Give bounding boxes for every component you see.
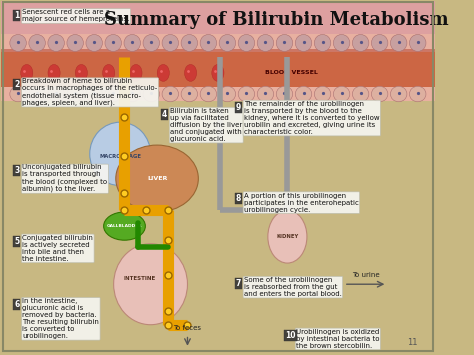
Text: Summary of Bilirubin Metabolism: Summary of Bilirubin Metabolism <box>104 11 449 28</box>
Ellipse shape <box>124 86 140 102</box>
Text: 10: 10 <box>285 331 296 340</box>
Text: 1: 1 <box>14 11 19 20</box>
Ellipse shape <box>10 86 27 102</box>
Text: 8: 8 <box>236 195 241 203</box>
Text: 2: 2 <box>14 80 19 89</box>
Ellipse shape <box>21 65 33 81</box>
Ellipse shape <box>219 86 236 102</box>
Text: Urobilinogen is oxidized
by intestinal bacteria to
the brown stercobilin.: Urobilinogen is oxidized by intestinal b… <box>296 329 380 349</box>
Ellipse shape <box>372 34 388 51</box>
Text: 7: 7 <box>236 279 241 288</box>
Ellipse shape <box>238 34 255 51</box>
Ellipse shape <box>48 34 64 51</box>
Ellipse shape <box>295 86 312 102</box>
Ellipse shape <box>48 65 60 81</box>
Ellipse shape <box>257 34 273 51</box>
Ellipse shape <box>116 145 198 212</box>
Text: KIDNEY: KIDNEY <box>276 234 299 239</box>
FancyBboxPatch shape <box>0 87 435 101</box>
Text: To urine: To urine <box>352 272 379 278</box>
Ellipse shape <box>130 65 142 81</box>
Ellipse shape <box>268 210 307 263</box>
Ellipse shape <box>10 34 27 51</box>
Text: Senescent red cells are a
major source of hemeproteins.: Senescent red cells are a major source o… <box>22 10 130 22</box>
Ellipse shape <box>67 86 83 102</box>
Ellipse shape <box>143 34 160 51</box>
Ellipse shape <box>410 34 426 51</box>
Ellipse shape <box>67 34 83 51</box>
Text: 9: 9 <box>236 103 241 112</box>
Ellipse shape <box>181 34 198 51</box>
Text: 4: 4 <box>162 110 167 119</box>
FancyBboxPatch shape <box>235 45 435 99</box>
Ellipse shape <box>276 34 293 51</box>
Ellipse shape <box>314 34 331 51</box>
FancyBboxPatch shape <box>0 45 235 99</box>
Text: To feces: To feces <box>173 325 201 331</box>
Text: 11: 11 <box>407 338 418 346</box>
Ellipse shape <box>200 34 217 51</box>
FancyBboxPatch shape <box>0 34 435 52</box>
Ellipse shape <box>314 86 331 102</box>
Ellipse shape <box>295 34 312 51</box>
Ellipse shape <box>104 212 146 240</box>
FancyBboxPatch shape <box>0 49 435 52</box>
Text: A portion of this urobilinogen
participates in the enterohepatic
urobilinogen cy: A portion of this urobilinogen participa… <box>244 193 359 213</box>
Ellipse shape <box>29 86 46 102</box>
Text: Some of the urobilinogen
is reabsorbed from the gut
and enters the portal blood.: Some of the urobilinogen is reabsorbed f… <box>244 277 342 297</box>
Ellipse shape <box>391 34 407 51</box>
Ellipse shape <box>276 86 293 102</box>
Text: Breakdown of heme to bilirubin
occurs in macrophages of the reticulo-
endothelia: Breakdown of heme to bilirubin occurs in… <box>22 78 158 106</box>
Text: 6: 6 <box>14 300 19 309</box>
Ellipse shape <box>238 86 255 102</box>
Ellipse shape <box>352 86 369 102</box>
Ellipse shape <box>257 86 273 102</box>
Text: 5: 5 <box>14 237 19 246</box>
Text: GALLBLADDER: GALLBLADDER <box>107 224 142 228</box>
Text: LIVER: LIVER <box>147 176 167 181</box>
Ellipse shape <box>184 65 197 81</box>
Ellipse shape <box>114 244 188 325</box>
Ellipse shape <box>162 86 179 102</box>
Ellipse shape <box>86 86 102 102</box>
Text: In the intestine,
glucuronic acid is
removed by bacteria.
The resulting bilirubi: In the intestine, glucuronic acid is rem… <box>22 298 99 339</box>
Ellipse shape <box>212 65 224 81</box>
Ellipse shape <box>157 65 169 81</box>
Ellipse shape <box>105 86 121 102</box>
Ellipse shape <box>29 34 46 51</box>
Ellipse shape <box>410 86 426 102</box>
Ellipse shape <box>219 34 236 51</box>
Ellipse shape <box>48 86 64 102</box>
Text: BLOOD VESSEL: BLOOD VESSEL <box>265 70 318 75</box>
Ellipse shape <box>124 34 140 51</box>
Text: The remainder of the urobilinogen
is transported by the blood to the
kidney, whe: The remainder of the urobilinogen is tra… <box>244 101 380 135</box>
Ellipse shape <box>333 86 350 102</box>
Ellipse shape <box>181 86 198 102</box>
Ellipse shape <box>105 34 121 51</box>
Text: Unconjugated bilirubin
is transported through
the blood (complexed to
albumin) t: Unconjugated bilirubin is transported th… <box>22 164 108 192</box>
Ellipse shape <box>352 34 369 51</box>
Text: 3: 3 <box>14 166 19 175</box>
Ellipse shape <box>75 65 87 81</box>
Ellipse shape <box>102 65 115 81</box>
Ellipse shape <box>162 34 179 51</box>
Ellipse shape <box>333 34 350 51</box>
Text: MACROPHAGE: MACROPHAGE <box>99 154 141 159</box>
Text: INTESTINE: INTESTINE <box>124 277 156 282</box>
Ellipse shape <box>143 86 160 102</box>
Ellipse shape <box>391 86 407 102</box>
Text: Conjugated bilirubin
is actively secreted
into bile and then
the intestine.: Conjugated bilirubin is actively secrete… <box>22 235 93 262</box>
Ellipse shape <box>200 86 217 102</box>
Ellipse shape <box>372 86 388 102</box>
Text: Bilirubin is taken
up via facilitated
diffusion by the liver
and conjugated with: Bilirubin is taken up via facilitated di… <box>170 108 242 142</box>
FancyBboxPatch shape <box>0 1 435 52</box>
Ellipse shape <box>90 122 151 186</box>
Ellipse shape <box>86 34 102 51</box>
